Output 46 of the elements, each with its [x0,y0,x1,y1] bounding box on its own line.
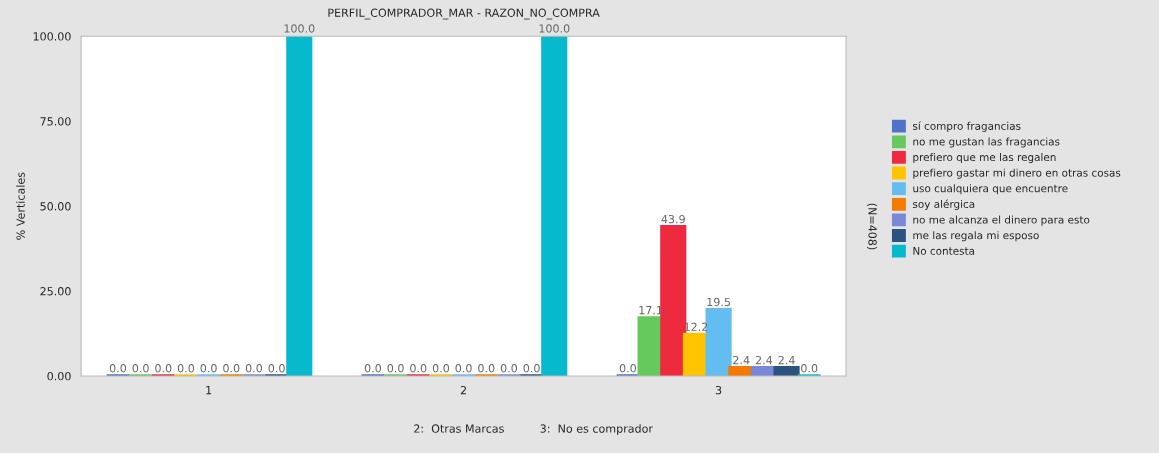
data-label: 0.0 [455,364,472,373]
data-label: 0.0 [801,364,818,373]
y-tick-label: 50.00 [40,202,71,211]
data-label: 0.0 [500,364,518,373]
legend-label: no me gustan las fragancias [913,137,1060,148]
legend-label: me las regala mi esposo [913,231,1039,242]
chart-title: PERFIL_COMPRADOR_MAR - RAZON_NO_COMPRA [328,8,600,20]
y-tick-label: 0.00 [47,371,71,381]
legend-label: soy alérgica [913,199,975,211]
y-axis-title: % Verticales [16,172,25,240]
data-label: 0.0 [364,364,382,373]
data-label: 0.0 [523,364,540,373]
y-tick-label: 100.00 [33,32,71,41]
y-tick-label: 75.00 [40,117,71,126]
data-label: 2.4 [755,355,773,365]
data-label: 100.0 [539,24,570,33]
legend-label: prefiero gastar mi dinero en otras cosas [913,168,1121,179]
data-label: 100.0 [284,24,315,33]
data-label: 0.0 [109,364,127,373]
text: 2: Otras Marcas 3: No es comprador [414,424,653,435]
data-label: 0.0 [387,364,404,373]
data-label: 19.5 [707,297,730,307]
x-tick-label: 1 [206,386,212,395]
data-label: 0.0 [223,364,240,373]
legend-label: No contesta [913,247,975,255]
data-label: 0.0 [177,364,195,373]
legend-label: no me alcanza el dinero para esto [913,215,1090,226]
x-tick-label: 2 [460,385,467,395]
data-label: 0.0 [432,364,450,373]
data-label: 2.4 [778,355,795,365]
data-label: 0.0 [245,364,263,373]
data-label: 0.0 [132,364,149,373]
y-tick-label: 25.00 [40,287,71,296]
data-label: 0.0 [268,364,285,373]
data-label: 2.4 [733,355,750,365]
data-label: 0.0 [478,364,495,373]
data-label: 43.9 [661,214,685,224]
text: (N=408) [867,203,877,250]
legend-label: uso cualquiera que encuentre [913,184,1068,195]
x-tick-label: 3 [715,385,722,395]
data-label: 0.0 [200,364,217,373]
legend-label: prefiero que me las regalen [913,153,1056,164]
data-label: 0.0 [410,364,427,373]
data-label: 0.0 [619,364,637,373]
legend-label: sí compro fragancias [913,121,1021,132]
data-label: 0.0 [155,364,172,373]
